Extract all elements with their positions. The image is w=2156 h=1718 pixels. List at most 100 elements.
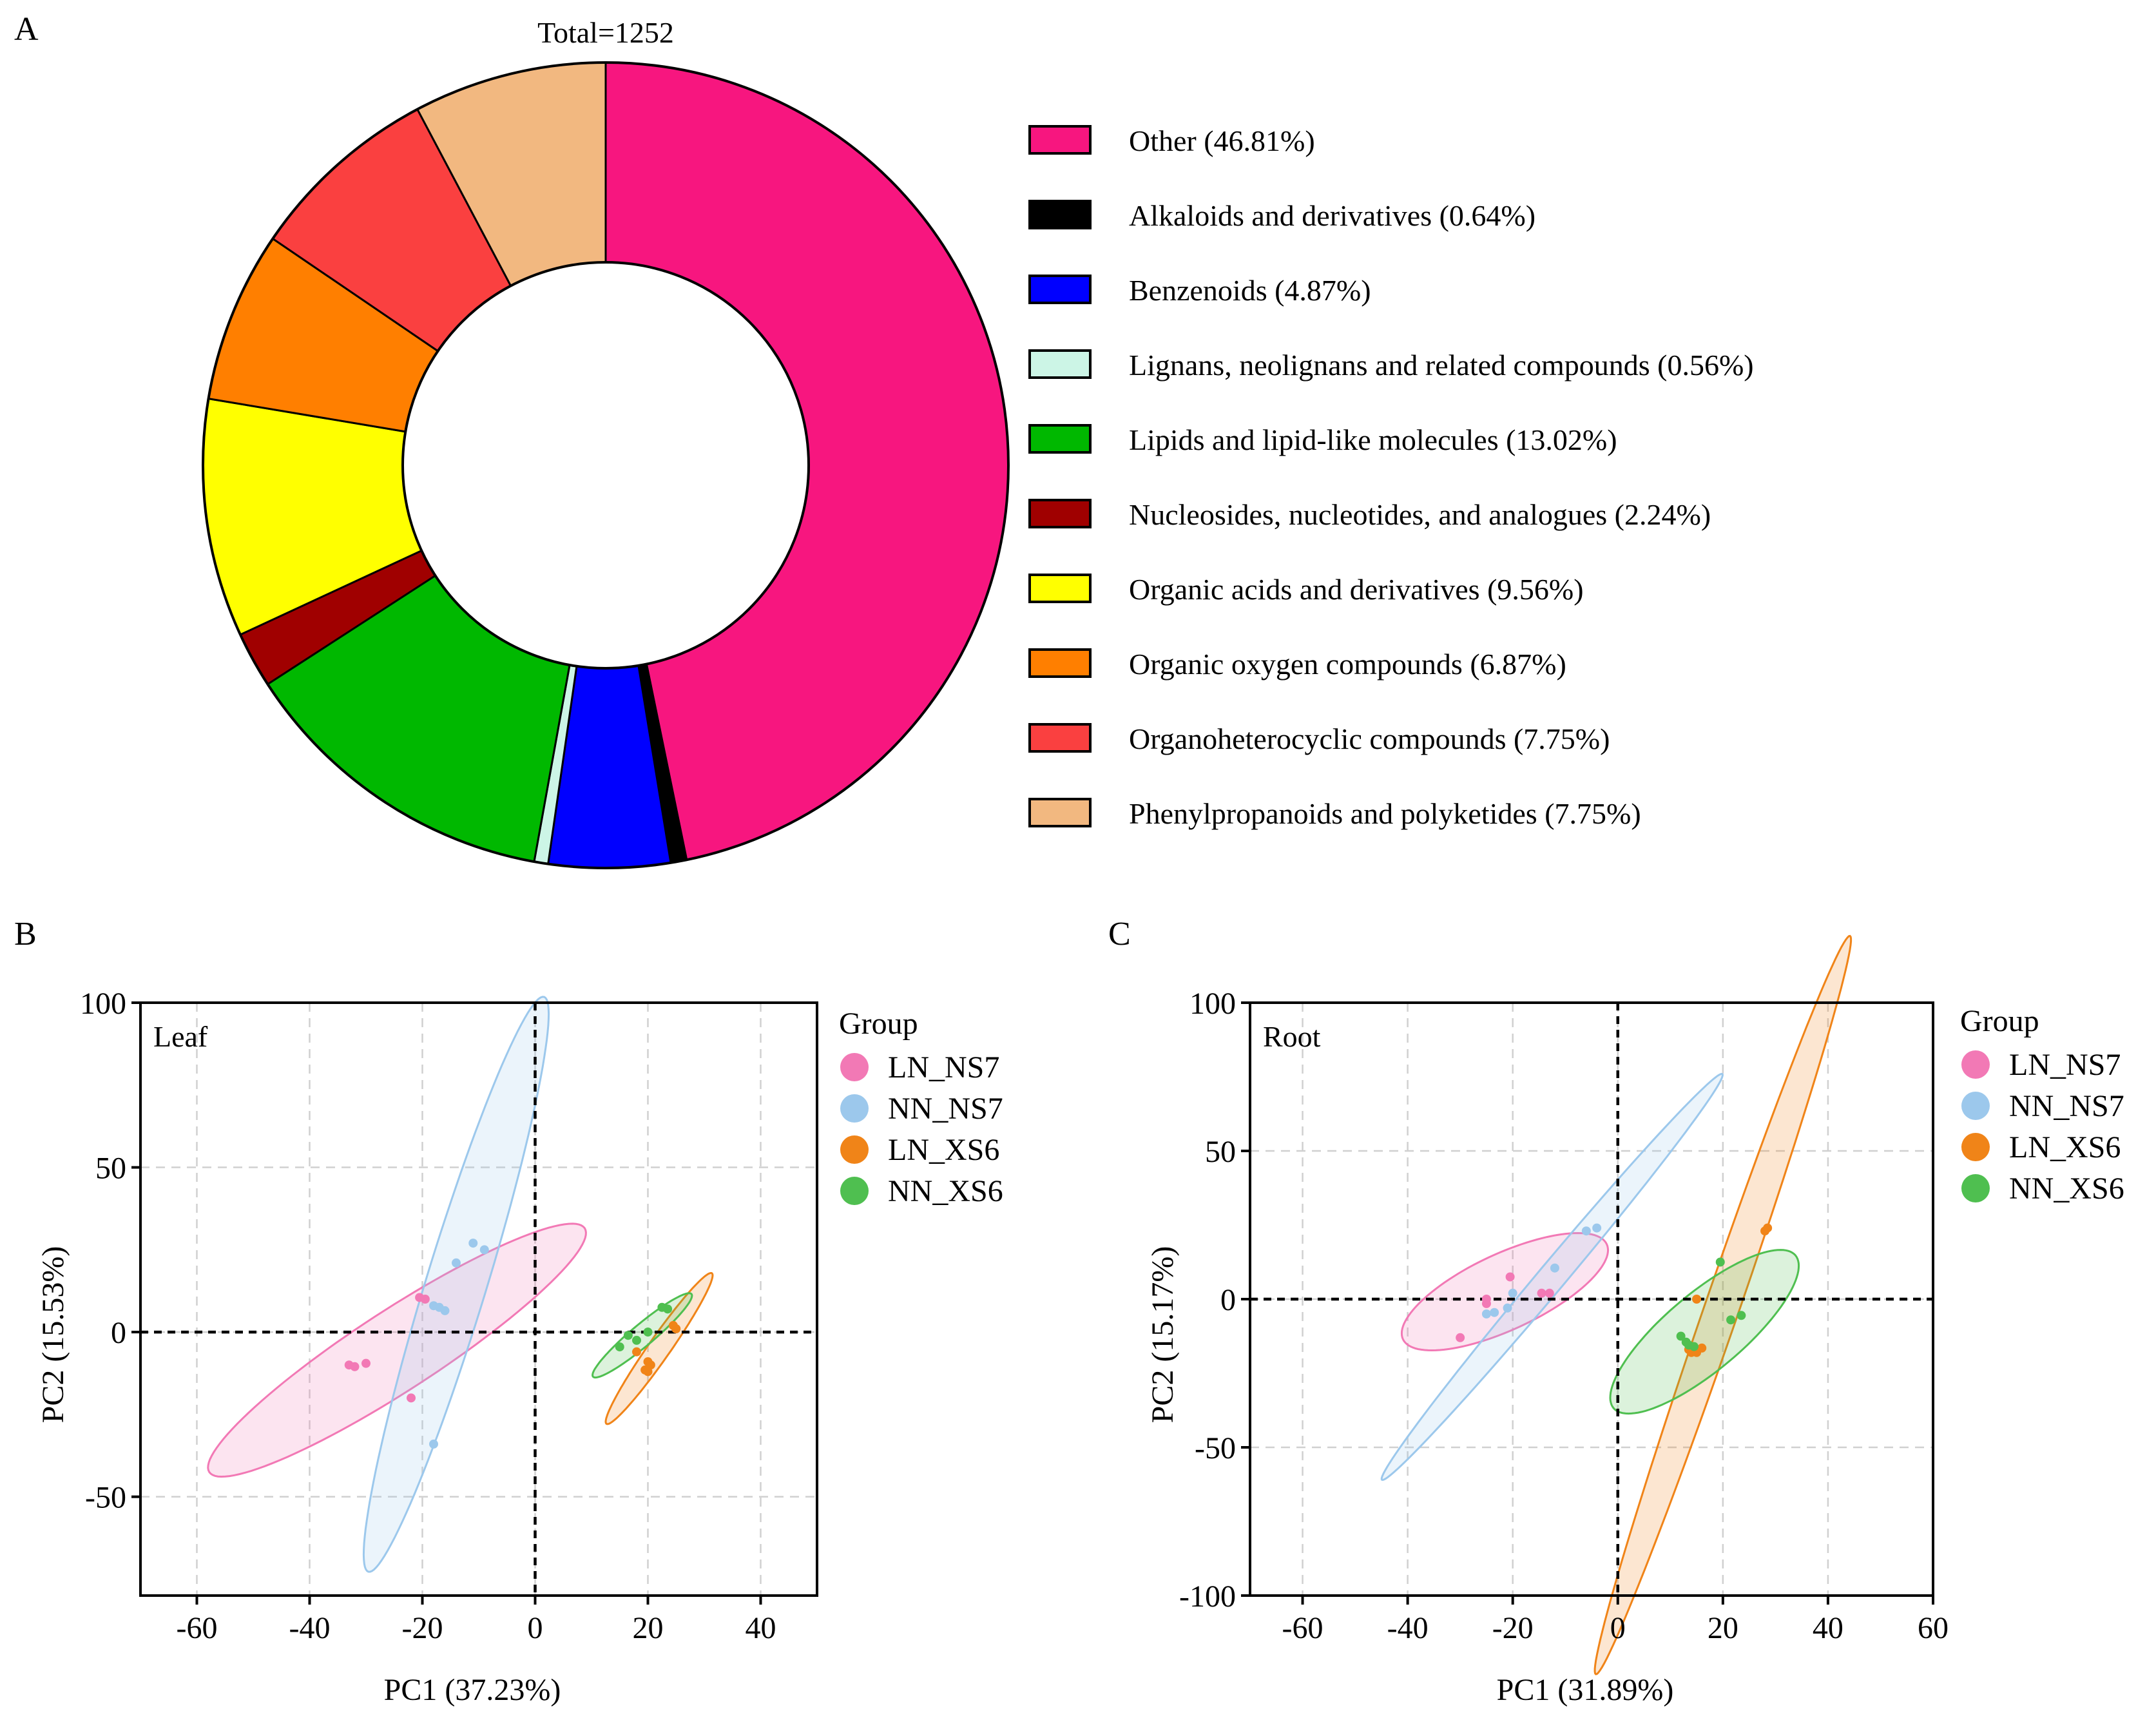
data-point-ln-ns7 [1537, 1288, 1546, 1298]
data-point-nn-ns7 [429, 1439, 438, 1449]
y-tick-label: 100 [80, 987, 126, 1021]
y-tick-label: 50 [1205, 1135, 1236, 1169]
x-axis-title: PC1 (37.23%) [384, 1673, 561, 1707]
data-point-ln-ns7 [407, 1393, 416, 1403]
legend-label-nn-ns7: NN_NS7 [888, 1092, 1003, 1126]
data-point-nn-xs6 [615, 1342, 624, 1352]
x-tick-label: 60 [1918, 1611, 1949, 1645]
x-tick-label: -60 [1282, 1611, 1323, 1645]
legend-swatch-lipids-and-lipid-like-molecules [1028, 424, 1092, 454]
legend-marker-nn-xs6 [840, 1177, 869, 1205]
donut-hole [401, 261, 810, 670]
legend-swatch-organic-acids-and-derivatives [1028, 574, 1092, 603]
legend-label-nn-xs6: NN_XS6 [888, 1174, 1003, 1208]
legend-marker-ln-ns7 [1961, 1050, 1990, 1079]
data-point-ln-xs6 [1692, 1295, 1702, 1304]
data-point-ln-xs6 [671, 1324, 681, 1333]
legend-marker-ln-xs6 [840, 1135, 869, 1164]
y-tick-label: -50 [85, 1481, 126, 1515]
legend-label-organoheterocyclic-compounds: Organoheterocyclic compounds (7.75%) [1129, 722, 1610, 755]
data-point-nn-xs6 [1715, 1257, 1725, 1267]
panel-label-c: C [1108, 916, 1131, 952]
y-tick-label: 0 [111, 1316, 126, 1350]
legend-label-benzenoids: Benzenoids (4.87%) [1129, 274, 1371, 307]
x-tick-label: -60 [177, 1611, 218, 1645]
data-point-ln-xs6 [1763, 1223, 1773, 1233]
data-point-ln-ns7 [420, 1295, 430, 1304]
donut-total-label: Total=1252 [537, 16, 674, 49]
data-point-nn-ns7 [452, 1258, 461, 1268]
legend-title: Group [839, 1007, 918, 1041]
tissue-label: Leaf [153, 1020, 208, 1053]
data-point-nn-ns7 [440, 1306, 450, 1315]
data-point-nn-xs6 [1737, 1311, 1746, 1320]
legend-label-alkaloids-and-derivatives: Alkaloids and derivatives (0.64%) [1129, 199, 1535, 232]
data-point-nn-ns7 [1490, 1308, 1499, 1317]
legend-label-organic-oxygen-compounds: Organic oxygen compounds (6.87%) [1129, 648, 1566, 680]
data-point-nn-ns7 [1550, 1263, 1559, 1273]
legend-marker-ln-ns7 [840, 1053, 869, 1081]
confidence-ellipse-ln-ns7 [207, 1222, 587, 1478]
legend-label-other: Other (46.81%) [1129, 124, 1315, 157]
data-point-nn-ns7 [479, 1245, 489, 1255]
confidence-ellipse-nn-ns7 [1380, 1072, 1724, 1482]
data-point-nn-xs6 [663, 1304, 673, 1314]
legend-label-phenylpropanoids-and-polyketides: Phenylpropanoids and polyketides (7.75%) [1129, 797, 1641, 830]
confidence-ellipse-ln-xs6 [1593, 934, 1853, 1675]
data-point-ln-ns7 [1456, 1333, 1465, 1342]
legend-swatch-other [1028, 125, 1092, 155]
donut-legend: Other (46.81%) Alkaloids and derivatives … [1028, 124, 1754, 830]
data-point-ln-ns7 [361, 1358, 371, 1368]
data-point-nn-xs6 [643, 1327, 653, 1337]
donut-outer-ring [202, 61, 1010, 869]
data-point-nn-ns7 [1481, 1309, 1491, 1318]
donut-chart [202, 61, 1010, 869]
y-tick-label: 0 [1220, 1283, 1236, 1317]
panel-label-a: A [14, 11, 39, 48]
legend-label-ln-xs6: LN_XS6 [2009, 1130, 2121, 1164]
legend-label-ln-xs6: LN_XS6 [888, 1133, 999, 1167]
y-tick-label: 50 [95, 1152, 126, 1186]
data-point-nn-ns7 [1508, 1288, 1517, 1298]
y-tick-label: -100 [1179, 1579, 1236, 1614]
legend-label-ln-ns7: LN_NS7 [888, 1050, 999, 1085]
legend-label-nucleosides-nucleotides-and-analogues: Nucleosides, nucleotides, and analogues … [1129, 498, 1711, 531]
x-tick-label: 40 [746, 1611, 776, 1645]
data-point-ln-ns7 [1481, 1295, 1491, 1304]
y-tick-label: -50 [1195, 1431, 1236, 1465]
x-tick-label: -40 [1387, 1611, 1429, 1645]
confidence-ellipse-nn-ns7 [362, 996, 550, 1573]
data-point-ln-ns7 [1545, 1288, 1554, 1298]
legend-swatch-organoheterocyclic-compounds [1028, 723, 1092, 753]
data-point-nn-ns7 [1592, 1223, 1602, 1233]
x-tick-label: 0 [528, 1611, 543, 1645]
data-point-ln-xs6 [643, 1367, 653, 1376]
data-point-ln-xs6 [1697, 1343, 1707, 1353]
data-point-nn-ns7 [1581, 1226, 1591, 1236]
legend-swatch-lignans-neolignans-and-related-compounds [1028, 349, 1092, 379]
confidence-ellipse-nn-xs6 [1609, 1249, 1800, 1415]
y-axis-title: PC2 (15.17%) [1146, 1246, 1180, 1424]
legend-title: Group [1960, 1004, 2039, 1038]
data-point-nn-xs6 [1676, 1331, 1686, 1341]
legend-marker-ln-xs6 [1961, 1133, 1990, 1161]
data-point-nn-ns7 [1503, 1303, 1512, 1313]
data-point-nn-xs6 [632, 1335, 641, 1345]
legend-swatch-nucleosides-nucleotides-and-analogues [1028, 499, 1092, 528]
plot-frame [139, 1001, 818, 1597]
legend-marker-nn-ns7 [1961, 1092, 1990, 1120]
pca-plot-leaf: -60 -40 -20 0 20 40 -50 0 50 100 PC1 (37.23%) PC2 (… [36, 987, 1003, 1707]
data-point-nn-ns7 [468, 1239, 478, 1248]
legend-swatch-organic-oxygen-compounds [1028, 648, 1092, 678]
confidence-ellipse-ln-xs6 [604, 1272, 714, 1425]
confidence-ellipse-ln-ns7 [1400, 1231, 1610, 1352]
data-point-ln-ns7 [350, 1362, 360, 1371]
legend-swatch-benzenoids [1028, 275, 1092, 304]
legend-label-lipids-and-lipid-like-molecules: Lipids and lipid-like molecules (13.02%) [1129, 423, 1617, 456]
y-tick-label: 100 [1189, 987, 1236, 1021]
x-tick-label: 40 [1813, 1611, 1843, 1645]
legend-label-ln-ns7: LN_NS7 [2009, 1048, 2121, 1082]
legend-label-nn-xs6: NN_XS6 [2009, 1172, 2124, 1206]
panel-label-b: B [14, 916, 37, 952]
